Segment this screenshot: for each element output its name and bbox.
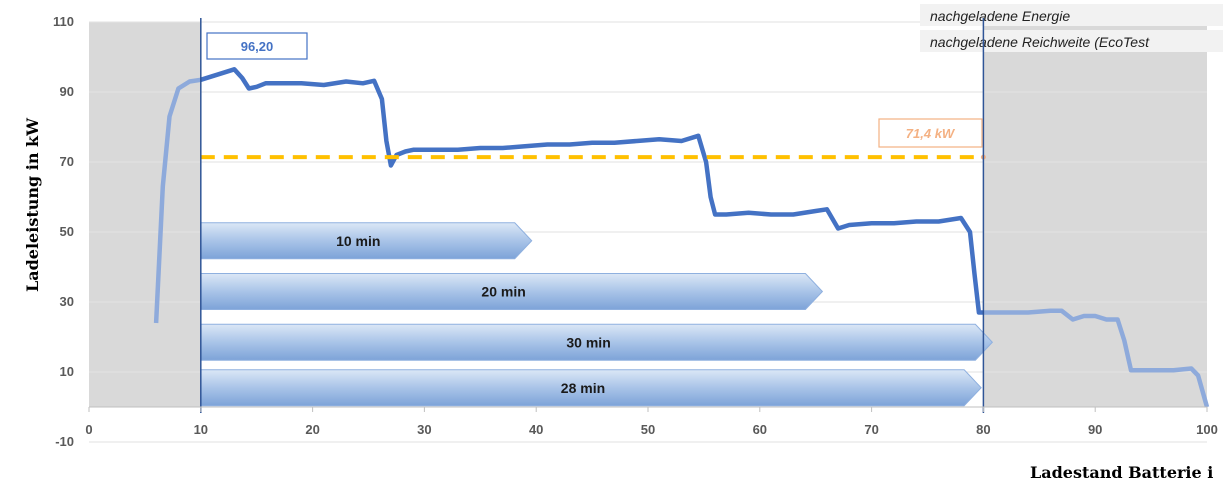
x-tick-label: 60 bbox=[753, 422, 767, 437]
legend-entry-bg bbox=[920, 4, 1223, 26]
peak-label-box bbox=[206, 32, 308, 60]
x-tick-label: 0 bbox=[85, 422, 92, 437]
x-tick-label: 30 bbox=[417, 422, 431, 437]
y-tick-label: -10 bbox=[55, 434, 74, 449]
x-tick-label: 100 bbox=[1196, 422, 1218, 437]
average-label-box bbox=[878, 118, 983, 148]
y-tick-label: 50 bbox=[60, 224, 74, 239]
x-tick-label: 70 bbox=[864, 422, 878, 437]
duration-arrow-label: 28 min bbox=[561, 380, 605, 396]
y-tick-label: 10 bbox=[60, 364, 74, 379]
legend-entry-energy: nachgeladene Energie bbox=[930, 8, 1070, 24]
x-tick-label: 40 bbox=[529, 422, 543, 437]
legend-entry-range: nachgeladene Reichweite (EcoTest bbox=[930, 34, 1150, 50]
y-tick-label: 90 bbox=[60, 84, 74, 99]
window-lines bbox=[200, 18, 985, 413]
y-tick-label: 30 bbox=[60, 294, 74, 309]
average-label: 71,4 kW bbox=[906, 126, 956, 141]
series-line-post bbox=[983, 308, 1210, 408]
axes: 0 10 20 30 40 50 60 70 80 90 100 -10 10 30 50 70 90 110 bbox=[53, 14, 1218, 449]
duration-arrow-label: 20 min bbox=[481, 284, 525, 300]
legend: nachgeladene Energie nachgeladene Reichw… bbox=[920, 4, 1223, 52]
x-tick-label: 10 bbox=[194, 422, 208, 437]
y-tick-label: 110 bbox=[53, 14, 74, 29]
shaded-region-1 bbox=[983, 22, 1207, 407]
duration-arrow-label: 10 min bbox=[336, 233, 380, 249]
y-axis-title: Ladeleistung in kW bbox=[23, 117, 42, 292]
legend-entry-bg bbox=[920, 30, 1223, 52]
annotations: 96,20 71,4 kW bbox=[206, 32, 983, 148]
x-tick-label: 80 bbox=[976, 422, 990, 437]
peak-label: 96,20 bbox=[241, 39, 274, 54]
duration-arrow-label: 30 min bbox=[566, 334, 610, 350]
duration-arrows: 10 min 20 min 30 min 28 min bbox=[200, 222, 994, 407]
y-tick-label: 70 bbox=[60, 154, 74, 169]
x-tick-label: 50 bbox=[641, 422, 655, 437]
x-tick-label: 90 bbox=[1088, 422, 1102, 437]
x-axis-title: Ladestand Batterie i bbox=[1030, 463, 1213, 482]
shaded-region-0 bbox=[89, 22, 201, 407]
x-tick-label: 20 bbox=[305, 422, 319, 437]
series-line-main bbox=[200, 67, 984, 315]
series-line-pre bbox=[153, 77, 202, 324]
series-lines bbox=[153, 67, 1210, 408]
